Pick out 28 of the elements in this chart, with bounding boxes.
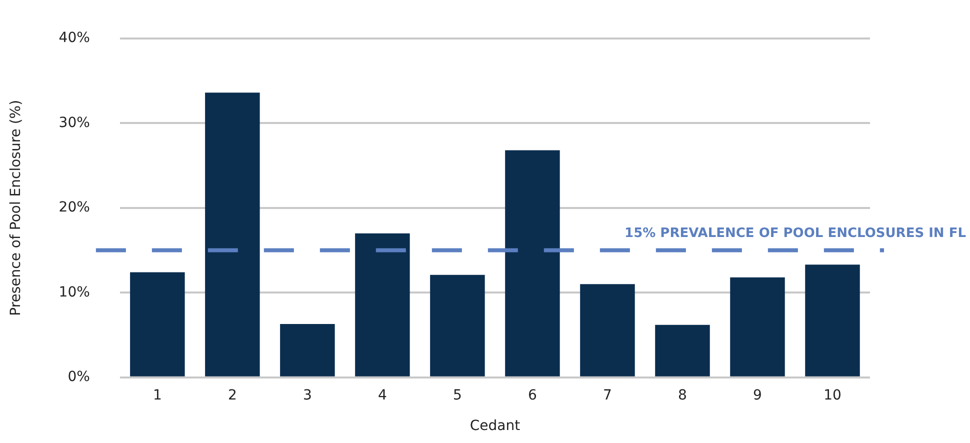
bar — [730, 277, 785, 376]
x-tick-label: 2 — [228, 387, 237, 404]
x-tick-label: 8 — [678, 387, 687, 404]
y-tick-label: 20% — [58, 200, 90, 216]
bar — [505, 150, 560, 376]
x-axis-title: Cedant — [470, 418, 521, 434]
x-tick-label: 6 — [528, 387, 537, 404]
bar — [280, 324, 335, 376]
x-tick-label: 9 — [753, 387, 762, 404]
x-tick-label: 4 — [378, 387, 387, 404]
bar — [655, 324, 710, 376]
y-tick-label: 40% — [58, 30, 90, 46]
x-tick-label: 5 — [452, 387, 462, 404]
y-axis-title: Presence of Pool Enclosure (%) — [8, 100, 24, 316]
bar — [355, 233, 410, 376]
x-tick-label: 7 — [603, 387, 612, 404]
bar — [805, 264, 860, 376]
bar — [130, 272, 185, 376]
bar — [430, 274, 485, 376]
x-tick-label: 1 — [152, 387, 162, 404]
y-tick-label: 10% — [58, 284, 90, 300]
y-tick-label: 30% — [58, 114, 90, 131]
bar — [580, 284, 635, 376]
bar — [205, 92, 260, 376]
x-tick-label: 3 — [302, 387, 312, 404]
ref-line-label: 15% PREVALENCE OF POOL ENCLOSURES IN FL — [624, 226, 966, 242]
y-tick-label: 0% — [68, 369, 90, 386]
x-tick-label: 10 — [824, 387, 842, 404]
